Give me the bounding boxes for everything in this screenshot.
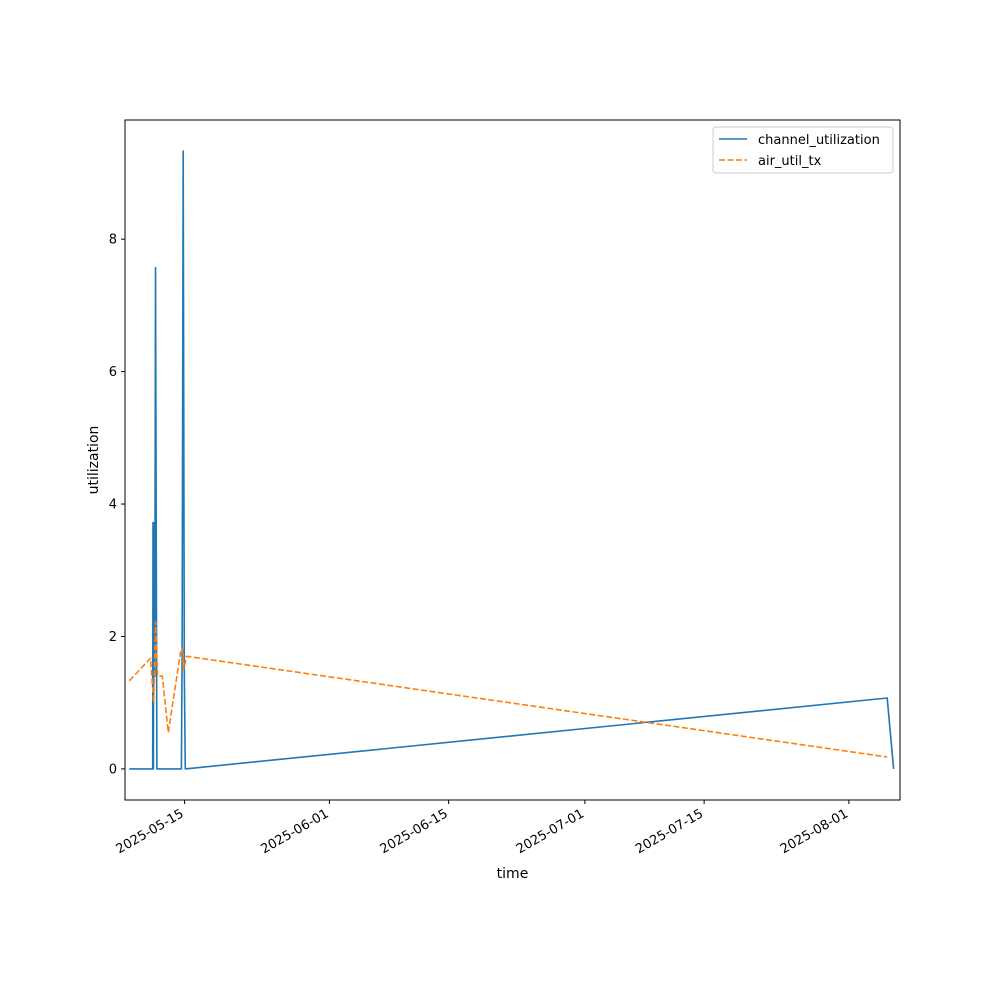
y-tick-label: 8 bbox=[109, 233, 117, 248]
x-axis-label: time bbox=[497, 866, 529, 882]
y-axis-ticks: 0 2 4 6 8 bbox=[109, 233, 125, 777]
y-tick-label: 6 bbox=[109, 365, 117, 380]
legend-box bbox=[712, 126, 894, 174]
series-layer bbox=[128, 150, 895, 770]
y-tick-label: 2 bbox=[109, 630, 117, 645]
series-line-channel-utilization bbox=[129, 150, 895, 770]
axes-frame bbox=[124, 119, 901, 801]
plot-area bbox=[124, 119, 901, 801]
series-line-air-util-tx bbox=[128, 621, 888, 758]
y-axis-label: utilization bbox=[86, 426, 102, 495]
legend: channel_utilization air_util_tx bbox=[712, 126, 894, 174]
y-tick-label: 0 bbox=[109, 762, 117, 777]
y-tick-label: 4 bbox=[109, 498, 117, 513]
legend-label-channel-utilization: channel_utilization bbox=[758, 133, 880, 148]
legend-label-air-util-tx: air_util_tx bbox=[758, 154, 822, 169]
